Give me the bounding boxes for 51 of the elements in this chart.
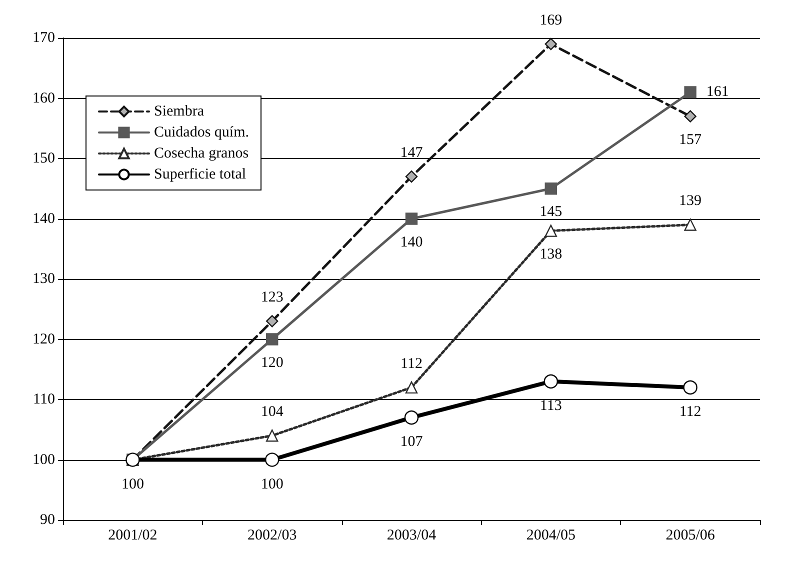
y-tick-label: 110 xyxy=(33,392,55,408)
data-label: 139 xyxy=(679,193,702,210)
legend-label: Superficie total xyxy=(154,166,246,182)
y-tick-label: 120 xyxy=(32,331,55,348)
data-label: 120 xyxy=(260,354,284,371)
y-tick-label: 90 xyxy=(40,512,55,528)
data-label: 112 xyxy=(400,356,422,372)
legend-label: Siembra xyxy=(154,104,204,120)
point xyxy=(683,380,698,395)
data-label: 138 xyxy=(540,246,562,262)
point xyxy=(544,38,557,50)
y-tick-label: 170 xyxy=(32,30,55,46)
point xyxy=(265,452,280,467)
point xyxy=(266,333,278,346)
data-label: 157 xyxy=(679,132,702,148)
data-label: 100 xyxy=(121,476,144,492)
legend-label: Cuidados quím. xyxy=(154,124,250,140)
point xyxy=(266,315,278,328)
y-tick-label: 130 xyxy=(32,271,55,287)
y-tick-label: 100 xyxy=(32,452,55,468)
x-tick-label: 2001/02 xyxy=(108,528,158,544)
data-label: 147 xyxy=(400,144,424,161)
data-label: 100 xyxy=(260,476,284,492)
point xyxy=(544,224,557,237)
x-tick-label: 2003/04 xyxy=(386,528,437,544)
point xyxy=(404,410,419,425)
y-tick-label: 160 xyxy=(32,90,55,106)
point xyxy=(544,374,558,389)
data-label: 123 xyxy=(260,290,284,306)
data-label: 113 xyxy=(540,398,562,414)
data-label: 107 xyxy=(400,434,424,450)
data-label: 104 xyxy=(260,404,284,420)
point xyxy=(544,182,557,195)
data-label: 112 xyxy=(679,404,702,420)
point xyxy=(684,86,696,98)
point xyxy=(405,170,418,183)
y-tick-label: 140 xyxy=(32,210,55,227)
data-label: 140 xyxy=(400,234,423,250)
point xyxy=(266,430,278,442)
point xyxy=(405,212,418,225)
legend-label: Cosecha granos xyxy=(154,146,249,162)
x-tick-label: 2005/06 xyxy=(666,528,716,544)
data-label: 169 xyxy=(540,12,562,28)
data-label: 161 xyxy=(706,84,729,100)
point xyxy=(684,110,696,122)
point xyxy=(405,381,418,394)
data-label: 145 xyxy=(540,204,562,220)
y-tick-label: 150 xyxy=(32,150,55,166)
x-tick-label: 2002/03 xyxy=(248,528,297,544)
x-tick-label: 2004/05 xyxy=(526,528,576,544)
point xyxy=(684,218,696,231)
